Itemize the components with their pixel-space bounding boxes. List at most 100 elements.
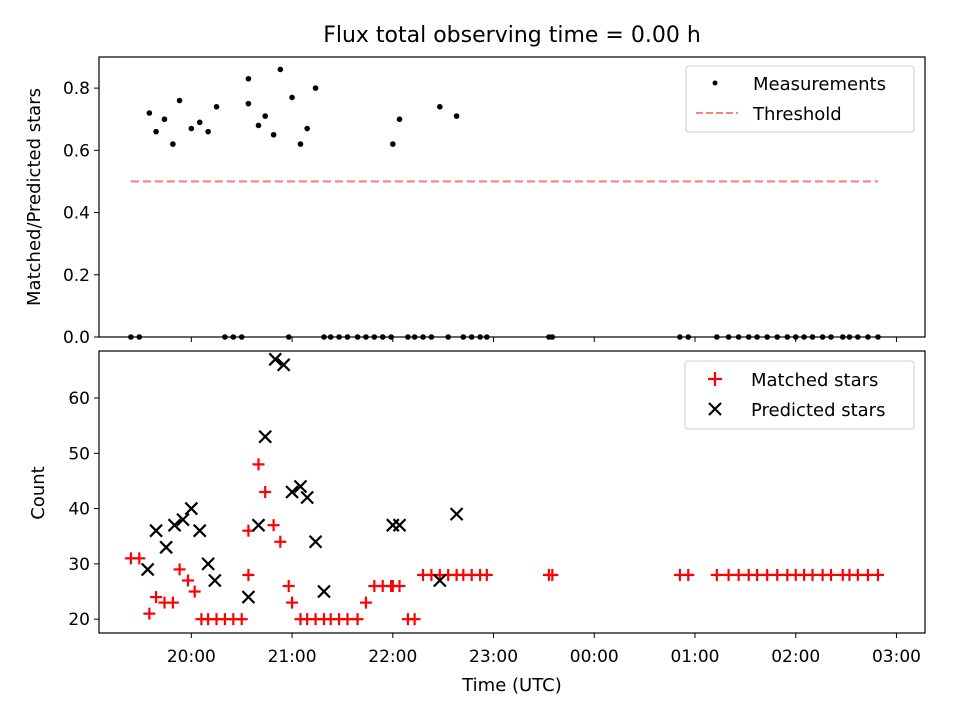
- matched-star-point: [732, 568, 745, 581]
- matched-star-point: [871, 568, 884, 581]
- measurement-point: [312, 85, 319, 91]
- predicted-star-point: [392, 518, 407, 532]
- legend-matched-label: Matched stars: [751, 370, 878, 391]
- predicted-star-point: [300, 490, 314, 505]
- matched-star-point: [188, 585, 201, 598]
- matched-star-point: [181, 574, 194, 587]
- x-tick-label: 22:00: [368, 647, 417, 667]
- measurement-point: [146, 110, 153, 116]
- top-panel: 0.00.20.40.60.8 Matched/Predicted stars …: [24, 56, 926, 348]
- bottom-marks: [124, 352, 884, 626]
- bottom-x-ticks: 20:00 21:00 22:00 23:00 00:00 01:00 02:00 03:00: [167, 633, 921, 667]
- y-tick-label: 20: [68, 610, 90, 630]
- measurement-point: [270, 131, 277, 138]
- measurement-point: [297, 141, 304, 147]
- measurement-point: [437, 103, 443, 110]
- matched-star-point: [393, 580, 406, 592]
- top-y-ticks: 0.0 0.2 0.4 0.6 0.8: [63, 79, 99, 348]
- matched-star-point: [341, 613, 354, 626]
- matched-star-point: [480, 568, 493, 581]
- matched-star-point: [166, 596, 179, 609]
- y-tick-label: 40: [68, 500, 90, 520]
- matched-star-point: [267, 519, 280, 532]
- predicted-star-point: [201, 557, 215, 571]
- matched-star-point: [861, 568, 874, 581]
- matched-star-point: [351, 613, 364, 626]
- y-tick-label: 30: [68, 555, 90, 575]
- predicted-star-point: [251, 518, 266, 532]
- matched-star-point: [851, 568, 864, 581]
- matched-star-point: [252, 458, 265, 471]
- measurement-point: [161, 116, 168, 123]
- top-y-axis-label: Matched/Predicted stars: [24, 88, 45, 306]
- measurement-point: [170, 141, 176, 147]
- measurement-point: [213, 103, 220, 110]
- legend-measurements-marker: [712, 80, 718, 86]
- y-tick-label: 50: [68, 444, 90, 464]
- matched-star-point: [359, 596, 372, 609]
- legend-measurements-label: Measurements: [753, 74, 886, 95]
- matched-star-point: [274, 535, 287, 548]
- legend-matched-marker: [708, 372, 722, 386]
- predicted-star-point: [176, 512, 190, 527]
- x-tick-label: 02:00: [771, 647, 820, 667]
- predicted-star-point: [268, 352, 283, 367]
- predicted-star-point: [433, 573, 447, 588]
- predicted-star-point: [208, 573, 222, 588]
- measurement-point: [196, 119, 203, 126]
- bottom-y-axis-label: Count: [28, 466, 49, 519]
- matched-star-point: [722, 568, 735, 581]
- predicted-star-point: [241, 590, 256, 604]
- bottom-axes-frame: [98, 350, 926, 634]
- measurement-point: [262, 113, 269, 119]
- measurement-point: [453, 113, 460, 119]
- matched-star-point: [751, 568, 764, 581]
- top-axes-frame: [98, 56, 926, 338]
- top-legend: Measurements Threshold: [685, 65, 915, 133]
- measurement-point: [205, 128, 211, 135]
- matched-star-point: [235, 613, 248, 626]
- measurement-point: [245, 75, 252, 82]
- x-tick-label: 20:00: [167, 647, 216, 667]
- measurement-point: [245, 100, 252, 107]
- top-x-ticks: [190, 337, 897, 342]
- matched-star-point: [143, 607, 156, 620]
- predicted-star-point: [149, 523, 163, 538]
- y-tick-label: 0.8: [63, 79, 90, 99]
- matched-star-point: [806, 568, 819, 581]
- measurement-point: [188, 125, 195, 132]
- matched-star-point: [771, 568, 784, 581]
- predicted-star-point: [159, 540, 173, 555]
- predicted-star-point: [276, 358, 291, 372]
- matched-star-point: [710, 568, 723, 581]
- measurement-point: [390, 141, 396, 147]
- x-axis-label: Time (UTC): [461, 675, 562, 696]
- matched-star-point: [133, 552, 146, 565]
- predicted-star-point: [317, 584, 331, 599]
- x-tick-label: 21:00: [268, 647, 317, 667]
- matched-star-point: [286, 596, 299, 609]
- measurement-point: [176, 97, 183, 104]
- measurement-point: [304, 125, 310, 132]
- legend-predicted-marker: [708, 402, 722, 416]
- measurement-point: [289, 94, 295, 101]
- matched-star-point: [546, 568, 559, 581]
- predicted-star-point: [140, 562, 155, 577]
- matched-star-point: [682, 568, 695, 581]
- measurement-point: [153, 128, 159, 135]
- predicted-star-point: [258, 429, 272, 444]
- matched-star-point: [242, 568, 255, 581]
- x-tick-label: 01:00: [670, 647, 719, 667]
- y-tick-label: 0.2: [63, 266, 90, 286]
- y-tick-label: 0.4: [63, 204, 90, 224]
- matched-star-point: [259, 486, 272, 498]
- matched-star-point: [761, 568, 774, 581]
- measurement-point: [277, 66, 284, 73]
- predicted-star-point: [308, 534, 323, 549]
- measurement-point: [255, 122, 262, 129]
- predicted-star-point: [293, 479, 308, 494]
- x-tick-label: 03:00: [872, 647, 921, 667]
- matched-star-point: [824, 568, 837, 581]
- matched-star-point: [282, 580, 295, 592]
